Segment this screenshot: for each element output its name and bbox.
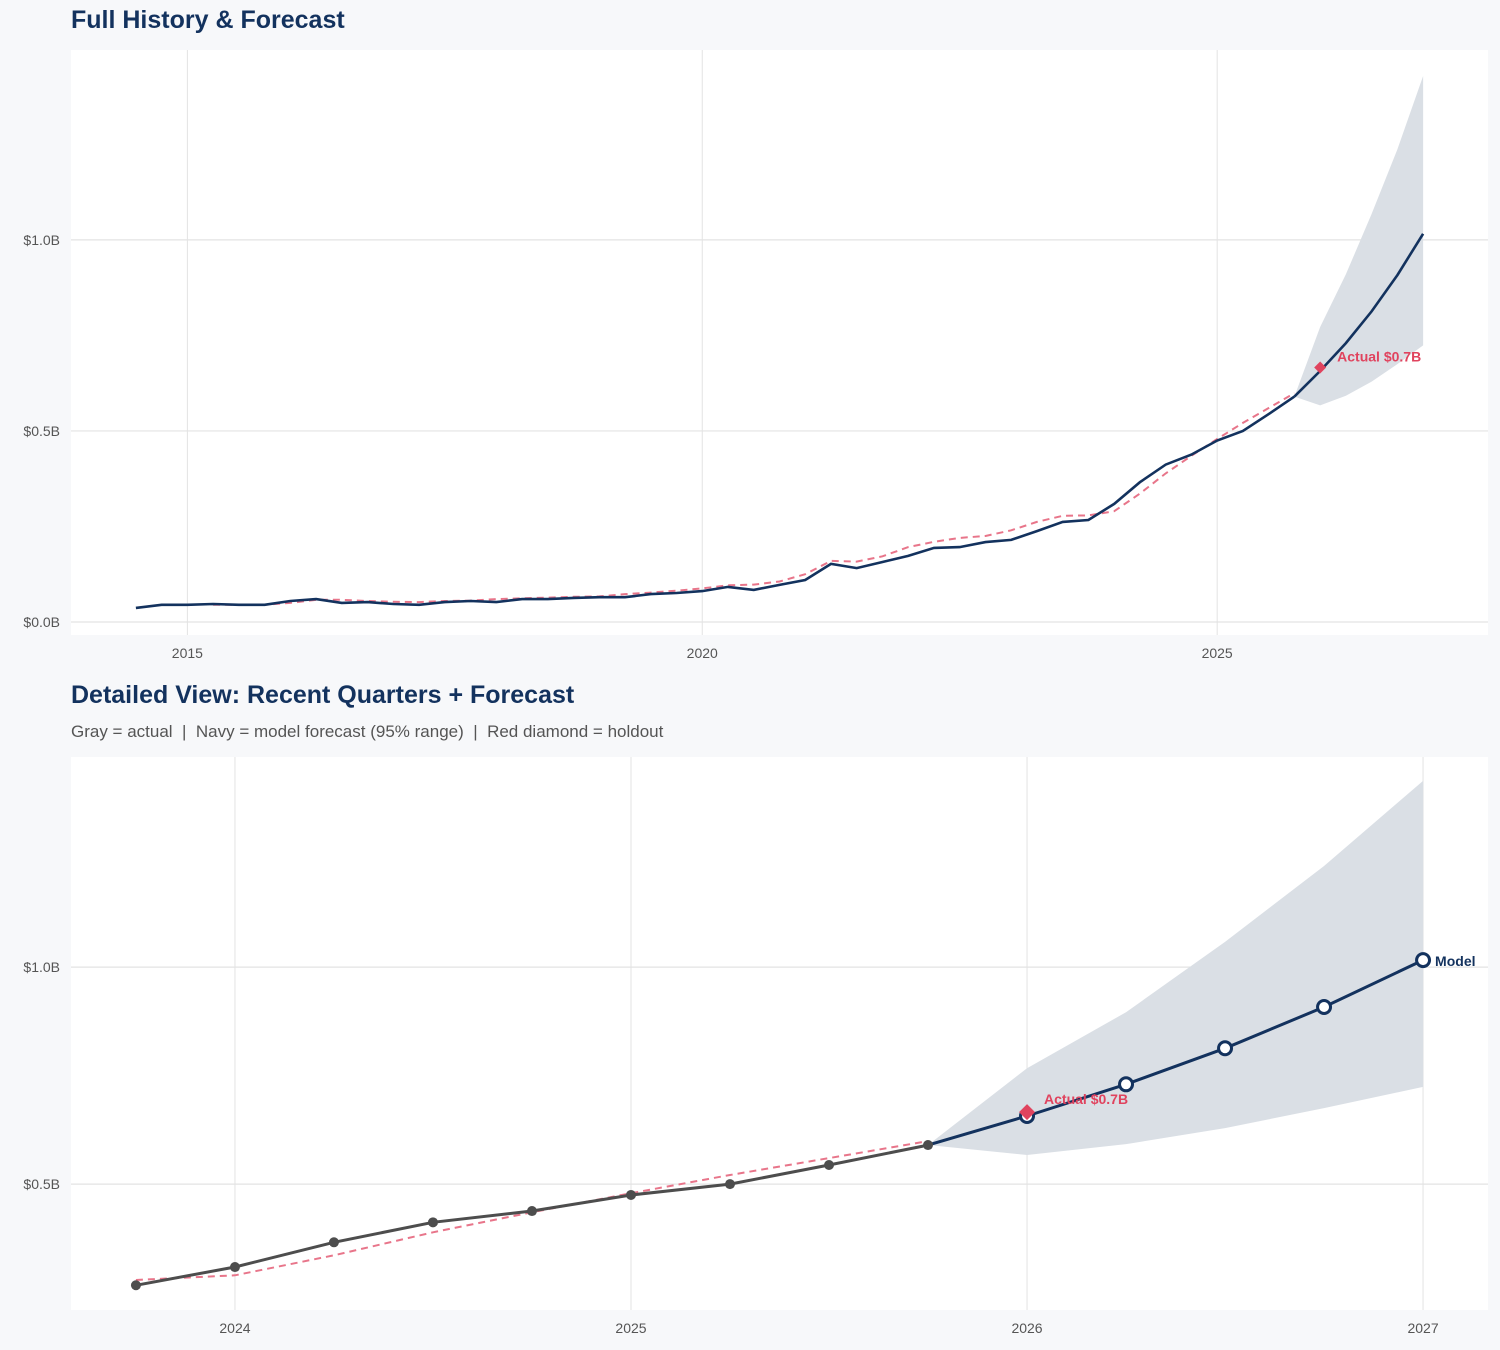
forecast-point: [1415, 952, 1432, 969]
forecast-point: [1118, 1076, 1135, 1093]
y-tick-label: $0.5B: [23, 1176, 60, 1192]
fitted-line: [213, 392, 1295, 606]
forecast-95-band: [928, 780, 1424, 1156]
actual-point: [724, 1179, 735, 1190]
actual-point: [923, 1140, 934, 1151]
holdout-label: Actual $0.7B: [1337, 349, 1421, 365]
actual-point: [625, 1189, 636, 1200]
holdout-label: Actual $0.7B: [1044, 1091, 1128, 1107]
forecast-line: [1293, 233, 1425, 398]
x-tick-label: 2025: [615, 1320, 646, 1336]
actual-point: [130, 1280, 141, 1291]
actual-line: [135, 395, 1296, 610]
chart-2-title: Detailed View: Recent Quarters + Forecas…: [71, 681, 575, 709]
y-tick-label: $0.5B: [23, 423, 60, 439]
x-tick-label: 2027: [1407, 1320, 1438, 1336]
forecast-line: [927, 958, 1424, 1147]
x-tick-label: 2015: [172, 645, 203, 661]
y-tick-label: $1.0B: [23, 232, 60, 248]
chart-2: 2024 2025 2026 2027 $0.5B $1.0B Actual $0.7B Mo…: [23, 757, 1488, 1336]
chart-1: 2015 2020 2025 $0.0B $0.5B $1.0B Actual $0.7B: [23, 50, 1488, 661]
holdout-diamond: [1314, 361, 1327, 374]
y-tick-label: $1.0B: [23, 959, 60, 975]
x-tick-label: 2025: [1202, 645, 1233, 661]
y-tick-label: $0.0B: [23, 614, 60, 630]
actual-point: [328, 1237, 339, 1248]
forecast-95-band: [1294, 75, 1424, 406]
x-tick-label: 2026: [1011, 1320, 1042, 1336]
forecast-point: [1316, 999, 1333, 1016]
forecast-point: [1217, 1040, 1234, 1057]
chart-2-subtitle: Gray = actual | Navy = model forecast (9…: [71, 722, 664, 741]
actual-point: [229, 1262, 240, 1273]
actual-point: [824, 1160, 835, 1171]
actual-point: [427, 1217, 438, 1228]
holdout-diamond: [1019, 1104, 1036, 1121]
chart-1-title: Full History & Forecast: [71, 6, 345, 34]
plot-area: [71, 50, 1488, 635]
model-label: Model: [1435, 953, 1475, 969]
x-tick-label: 2024: [219, 1320, 250, 1336]
actual-point: [526, 1206, 537, 1217]
x-tick-label: 2020: [687, 645, 718, 661]
